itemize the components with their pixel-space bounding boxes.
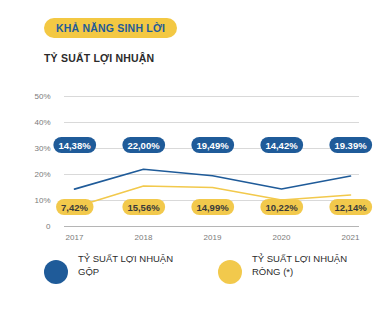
svg-text:10%: 10%	[34, 196, 50, 205]
html-text:TỶ SUẤT LỢI NHUẬN RÒNG (*): TỶ SUẤT LỢI NHUẬN RÒNG (*)	[252, 253, 348, 277]
svg-text:14,38%: 14,38%	[58, 140, 91, 151]
svg-text:19.39%: 19.39%	[334, 140, 367, 151]
svg-text:12,14%: 12,14%	[334, 202, 367, 213]
svg-text:30%: 30%	[34, 144, 50, 153]
svg-text:7,42%: 7,42%	[61, 202, 88, 213]
html-text:TỶ SUẤT LỢI NHUẬN GỘP: TỶ SUẤT LỢI NHUẬN GỘP	[78, 253, 174, 277]
svg-text:2017: 2017	[66, 233, 84, 242]
svg-text:2019: 2019	[204, 233, 222, 242]
svg-text:20%: 20%	[34, 170, 50, 179]
svg-text:22,00%: 22,00%	[127, 140, 160, 151]
html-text:TỶ SUẤT LỢI NHUẬN: TỶ SUẤT LỢI NHUẬN	[44, 52, 155, 64]
svg-text:10,22%: 10,22%	[265, 202, 298, 213]
svg-text:14,99%: 14,99%	[196, 202, 229, 213]
svg-text:2020: 2020	[273, 233, 291, 242]
svg-text:19,49%: 19,49%	[196, 140, 229, 151]
svg-text:40%: 40%	[34, 118, 50, 127]
svg-text:2021: 2021	[342, 233, 360, 242]
svg-text:2018: 2018	[135, 233, 153, 242]
svg-text:14,42%: 14,42%	[265, 140, 298, 151]
svg-text:15,56%: 15,56%	[127, 202, 160, 213]
svg-text:0: 0	[46, 222, 51, 231]
svg-text:50%: 50%	[34, 92, 50, 101]
html-text:KHẢ NĂNG SINH LỜI: KHẢ NĂNG SINH LỜI	[56, 22, 166, 34]
